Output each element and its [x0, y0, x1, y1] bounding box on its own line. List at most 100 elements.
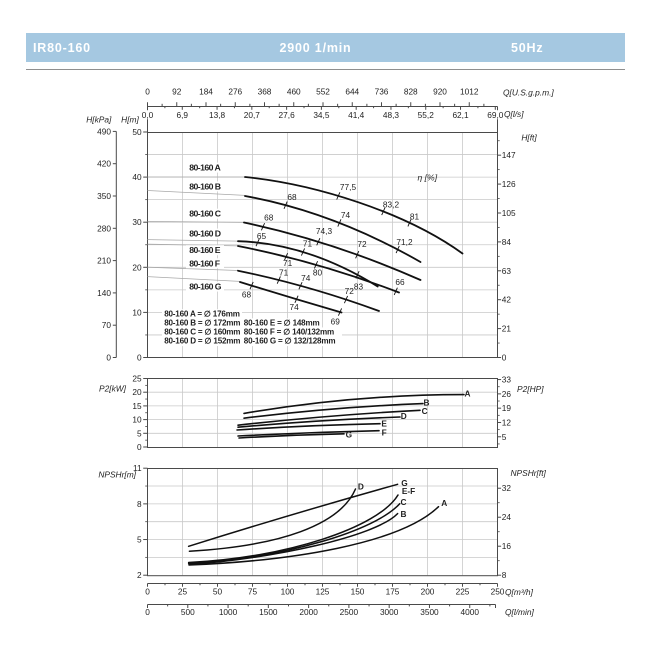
svg-text:65: 65 [257, 231, 267, 241]
svg-text:80-160 E: 80-160 E [189, 245, 221, 255]
svg-text:80-160 A = ∅ 176mm: 80-160 A = ∅ 176mm [164, 309, 240, 318]
svg-text:30: 30 [132, 217, 142, 227]
svg-text:E-F: E-F [402, 486, 415, 496]
svg-text:74,3: 74,3 [316, 226, 333, 236]
svg-text:20: 20 [132, 387, 142, 397]
svg-text:24: 24 [502, 512, 512, 522]
svg-text:5: 5 [137, 535, 142, 545]
svg-text:42: 42 [502, 295, 512, 305]
svg-text:0: 0 [145, 607, 150, 617]
svg-text:Q[m³/h]: Q[m³/h] [505, 587, 534, 597]
svg-text:80-160 C: 80-160 C [189, 209, 222, 219]
svg-text:147: 147 [502, 150, 516, 160]
svg-text:200: 200 [421, 586, 435, 596]
svg-text:27,6: 27,6 [279, 110, 296, 120]
svg-text:250: 250 [491, 586, 505, 596]
svg-text:B: B [401, 509, 407, 519]
svg-text:736: 736 [375, 86, 389, 96]
svg-text:225: 225 [456, 586, 470, 596]
svg-text:0: 0 [145, 86, 150, 96]
svg-text:126: 126 [502, 179, 516, 189]
svg-text:50: 50 [132, 127, 142, 137]
svg-text:63: 63 [502, 266, 512, 276]
svg-text:74: 74 [341, 210, 351, 220]
svg-text:0,0: 0,0 [142, 110, 154, 120]
svg-text:66: 66 [395, 277, 405, 287]
svg-text:828: 828 [404, 86, 418, 96]
svg-text:13,8: 13,8 [209, 110, 226, 120]
svg-text:3500: 3500 [420, 607, 439, 617]
svg-text:10: 10 [132, 307, 142, 317]
svg-text:75: 75 [248, 586, 258, 596]
svg-text:19: 19 [502, 403, 512, 413]
svg-text:77,5: 77,5 [340, 182, 357, 192]
svg-text:350: 350 [97, 191, 111, 201]
svg-text:Q[l/s]: Q[l/s] [504, 109, 524, 119]
svg-text:Q[U.S.g.p.m.]: Q[U.S.g.p.m.] [503, 88, 554, 98]
svg-text:71,2: 71,2 [396, 237, 413, 247]
svg-text:H[kPa]: H[kPa] [86, 115, 112, 125]
svg-text:55,2: 55,2 [418, 110, 435, 120]
svg-text:83: 83 [354, 281, 364, 291]
svg-text:81: 81 [410, 212, 420, 222]
svg-text:552: 552 [316, 86, 330, 96]
svg-text:2500: 2500 [340, 607, 359, 617]
svg-text:420: 420 [97, 159, 111, 169]
svg-text:175: 175 [386, 586, 400, 596]
svg-text:5: 5 [137, 428, 142, 438]
svg-text:84: 84 [502, 237, 512, 247]
svg-text:490: 490 [97, 126, 111, 136]
svg-text:0: 0 [137, 353, 142, 363]
svg-text:280: 280 [97, 223, 111, 233]
svg-text:80-160 B = ∅ 172mm: 80-160 B = ∅ 172mm [164, 319, 240, 328]
svg-text:G: G [346, 430, 352, 440]
svg-text:80-160 B: 80-160 B [189, 181, 221, 191]
svg-text:80-160 A: 80-160 A [189, 163, 221, 173]
svg-text:62,1: 62,1 [452, 110, 469, 120]
svg-text:210: 210 [97, 256, 111, 266]
svg-text:644: 644 [345, 86, 359, 96]
svg-text:25: 25 [132, 374, 142, 384]
svg-text:1000: 1000 [219, 607, 238, 617]
svg-text:25: 25 [178, 586, 188, 596]
svg-text:69: 69 [331, 317, 341, 327]
svg-text:276: 276 [228, 86, 242, 96]
svg-text:1500: 1500 [259, 607, 278, 617]
svg-text:8: 8 [137, 499, 142, 509]
svg-text:8: 8 [502, 570, 507, 580]
svg-text:0: 0 [502, 353, 507, 363]
svg-text:D: D [401, 411, 407, 421]
svg-text:20,7: 20,7 [244, 110, 261, 120]
svg-text:B: B [424, 398, 430, 408]
svg-text:71: 71 [303, 238, 313, 248]
svg-text:920: 920 [433, 86, 447, 96]
svg-text:0: 0 [137, 442, 142, 452]
svg-text:C: C [401, 497, 407, 507]
svg-text:140: 140 [97, 288, 111, 298]
svg-text:D: D [358, 481, 364, 491]
svg-text:80-160 D: 80-160 D [189, 229, 221, 239]
svg-text:83,2: 83,2 [383, 200, 400, 210]
svg-text:74: 74 [289, 302, 299, 312]
svg-text:11: 11 [133, 463, 142, 473]
svg-text:105: 105 [502, 208, 516, 218]
svg-text:A: A [441, 498, 447, 508]
svg-text:80-160 F: 80-160 F [189, 258, 220, 268]
svg-text:0: 0 [145, 586, 150, 596]
svg-text:A: A [465, 389, 471, 399]
svg-text:80-160 G = ∅ 132/128mm: 80-160 G = ∅ 132/128mm [244, 337, 336, 346]
svg-text:100: 100 [281, 586, 295, 596]
svg-text:80-160 F = ∅ 140/132mm: 80-160 F = ∅ 140/132mm [244, 328, 334, 337]
svg-text:12: 12 [502, 417, 512, 427]
svg-text:69,0: 69,0 [487, 110, 504, 120]
svg-text:72: 72 [357, 239, 367, 249]
svg-text:500: 500 [181, 607, 195, 617]
svg-text:F: F [382, 427, 387, 437]
svg-text:E: E [381, 418, 387, 428]
svg-text:40: 40 [132, 172, 142, 182]
svg-text:20: 20 [132, 262, 142, 272]
svg-text:74: 74 [301, 273, 311, 283]
svg-text:2000: 2000 [299, 607, 318, 617]
svg-text:0: 0 [106, 353, 111, 363]
svg-text:26: 26 [502, 389, 512, 399]
